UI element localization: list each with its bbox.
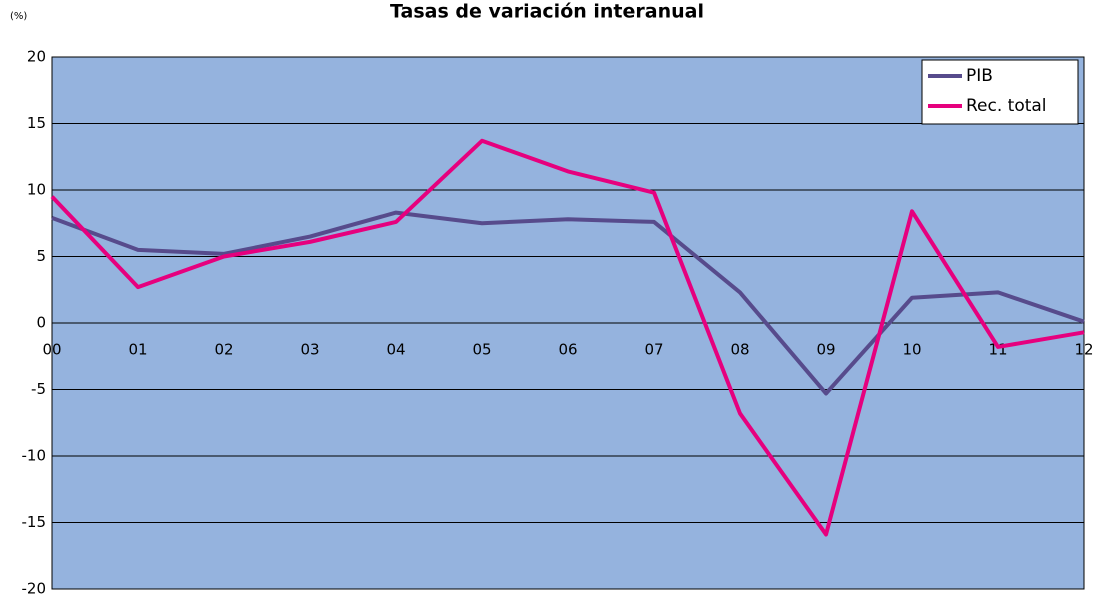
chart-title: Tasas de variación interanual <box>390 1 704 23</box>
x-tick-label: 01 <box>128 341 147 359</box>
x-tick-label: 08 <box>730 341 749 359</box>
line-series <box>50 138 1085 537</box>
legend-box <box>921 59 1079 125</box>
line-series <box>51 210 1085 396</box>
y-tick-label: 5 <box>36 247 46 265</box>
y-axis-label: (%) <box>10 11 27 22</box>
y-tick-label: 20 <box>27 48 46 66</box>
x-tick-label: 04 <box>386 341 405 359</box>
y-tick-label: 0 <box>36 314 46 332</box>
y-tick-label: -5 <box>31 380 46 398</box>
legend-label: Rec. total <box>966 96 1047 116</box>
x-tick-label: 03 <box>300 341 319 359</box>
x-tick-label: 05 <box>472 341 491 359</box>
x-tick-label: 07 <box>644 341 663 359</box>
y-tick-label: 15 <box>27 114 46 132</box>
x-tick-label: 12 <box>1074 341 1093 359</box>
x-tick-label: 09 <box>816 341 835 359</box>
y-tick-label: -10 <box>22 447 47 465</box>
x-tick-label: 11 <box>988 341 1007 359</box>
y-tick-label: 10 <box>27 181 46 199</box>
y-tick-label: -15 <box>22 513 47 531</box>
x-tick-label: 10 <box>902 341 921 359</box>
legend-label: PIB <box>966 66 993 86</box>
x-tick-label: 06 <box>558 341 577 359</box>
y-tick-label: -20 <box>22 580 47 594</box>
x-tick-label: 02 <box>214 341 233 359</box>
x-tick-label: 00 <box>42 341 61 359</box>
